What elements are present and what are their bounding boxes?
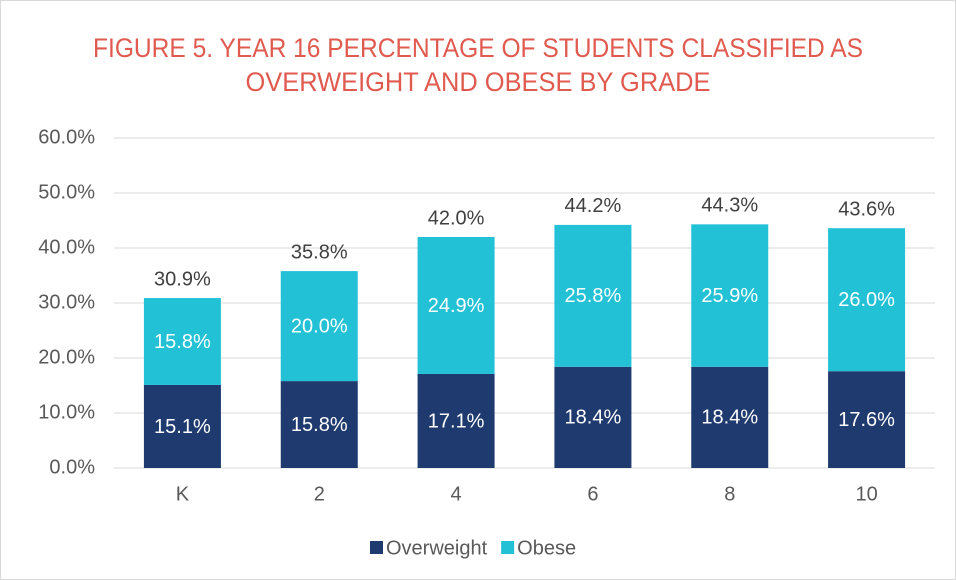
legend-swatch xyxy=(501,541,515,554)
bar-segment xyxy=(554,224,632,367)
y-tick-label: 20.0% xyxy=(38,346,95,368)
x-tick-label: 6 xyxy=(587,483,598,505)
bar-segment xyxy=(828,228,906,372)
bar-segment xyxy=(691,366,769,468)
value-label: 17.1% xyxy=(428,410,485,432)
y-tick-label: 10.0% xyxy=(38,401,95,423)
bar-segment xyxy=(417,237,495,374)
value-label: 26.0% xyxy=(838,289,895,311)
x-tick-label: 10 xyxy=(855,483,877,505)
bar-segment xyxy=(554,366,632,468)
total-label: 44.3% xyxy=(701,195,758,217)
chart-title: OVERWEIGHT AND OBESE BY GRADE xyxy=(246,67,711,97)
total-label: 30.9% xyxy=(154,268,211,290)
value-label: 24.9% xyxy=(428,295,485,317)
value-label: 17.6% xyxy=(838,409,895,431)
value-label: 25.9% xyxy=(701,285,758,307)
x-tick-label: 8 xyxy=(724,483,735,505)
bar-segment xyxy=(280,271,358,382)
bar-segment xyxy=(143,384,221,468)
legend-label: Overweight xyxy=(386,537,488,559)
legend-swatch xyxy=(370,541,383,554)
x-tick-label: K xyxy=(176,483,190,505)
chart-title: FIGURE 5. YEAR 16 PERCENTAGE OF STUDENTS… xyxy=(93,33,863,63)
bar-segment xyxy=(280,381,358,468)
value-label: 15.8% xyxy=(154,331,211,353)
value-label: 15.1% xyxy=(154,416,211,438)
total-label: 35.8% xyxy=(291,241,348,263)
bar-segment xyxy=(143,298,221,385)
legend-label: Obese xyxy=(517,537,576,559)
x-tick-label: 4 xyxy=(451,483,462,505)
total-label: 42.0% xyxy=(428,207,485,229)
y-tick-label: 60.0% xyxy=(38,126,95,148)
y-tick-label: 0.0% xyxy=(49,456,95,478)
bar-segment xyxy=(417,373,495,468)
y-tick-label: 50.0% xyxy=(38,181,95,203)
y-tick-label: 40.0% xyxy=(38,236,95,258)
bar-segment xyxy=(691,224,769,367)
value-label: 18.4% xyxy=(701,407,758,429)
value-label: 20.0% xyxy=(291,315,348,337)
bar-segment xyxy=(828,371,906,468)
y-tick-label: 30.0% xyxy=(38,291,95,313)
x-tick-label: 2 xyxy=(314,483,325,505)
total-label: 43.6% xyxy=(838,198,895,220)
value-label: 25.8% xyxy=(565,285,622,307)
value-label: 18.4% xyxy=(565,407,622,429)
total-label: 44.2% xyxy=(565,195,622,217)
value-label: 15.8% xyxy=(291,414,348,436)
